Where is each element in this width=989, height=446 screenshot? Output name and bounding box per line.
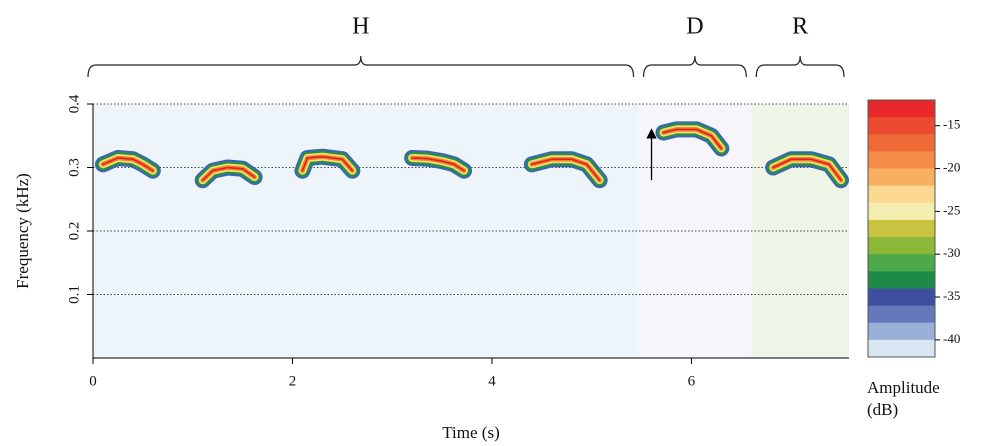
colorbar-tick-label: -30 xyxy=(943,245,960,260)
colorbar-frame xyxy=(867,99,936,358)
call xyxy=(772,158,842,181)
bracket xyxy=(755,55,845,78)
colorbar-swatch xyxy=(868,134,935,152)
colorbar-swatch xyxy=(868,305,935,324)
call xyxy=(201,166,256,181)
colorbar-tick-label: -20 xyxy=(943,160,960,175)
x-tick-label: 6 xyxy=(688,373,696,389)
region-label: R xyxy=(792,14,808,40)
call xyxy=(662,128,723,150)
x-tick-label: 0 xyxy=(89,373,97,389)
colorbar-swatch xyxy=(868,168,935,187)
bracket xyxy=(87,55,635,78)
colorbar-swatch xyxy=(868,202,935,221)
colorbar-tick-label: -35 xyxy=(943,288,960,303)
call xyxy=(411,157,465,172)
y-tick-label: 0.2 xyxy=(66,222,82,241)
y-tick-label: 0.4 xyxy=(66,94,82,113)
colorbar-swatch xyxy=(868,219,935,238)
colorbar-tick-label: -25 xyxy=(943,202,960,217)
colorbar-swatch xyxy=(868,254,935,272)
region-label: H xyxy=(352,14,369,40)
colorbar-tick-label: -40 xyxy=(943,331,960,346)
x-tick-label: 2 xyxy=(289,373,297,389)
y-axis-label: Frequency (kHz) xyxy=(13,173,32,289)
colorbar-swatch xyxy=(868,288,935,307)
colorbar-swatch xyxy=(868,117,935,135)
region xyxy=(93,104,639,358)
colorbar-tick-label: -15 xyxy=(943,117,960,132)
colorbar-swatch xyxy=(868,322,935,341)
y-tick-label: 0.3 xyxy=(66,158,82,177)
colorbar-swatch xyxy=(868,271,935,289)
colorbar-swatch xyxy=(868,100,935,118)
colorbar-swatch xyxy=(868,185,935,204)
colorbar-swatch xyxy=(868,151,935,170)
colorbar-label: Amplitude (dB) xyxy=(867,378,940,419)
x-tick-label: 4 xyxy=(488,373,496,389)
call xyxy=(531,158,601,181)
colorbar-swatch xyxy=(868,339,935,358)
bracket xyxy=(642,55,747,78)
region-label: D xyxy=(686,14,703,40)
x-axis-label: Time (s) xyxy=(442,423,499,442)
y-tick-label: 0.1 xyxy=(66,285,82,304)
call xyxy=(102,157,154,172)
colorbar-swatch xyxy=(868,237,935,255)
call xyxy=(301,155,354,172)
